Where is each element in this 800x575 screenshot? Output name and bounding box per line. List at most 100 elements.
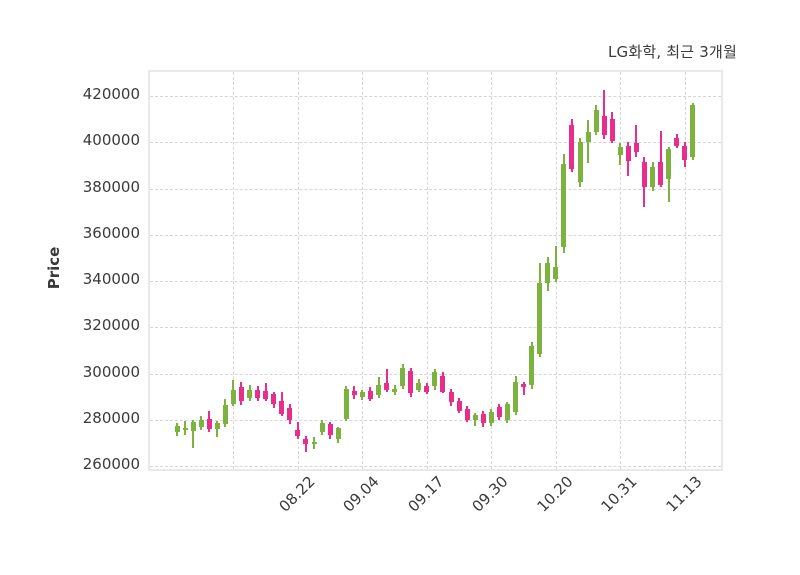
- candle-body: [384, 382, 390, 390]
- candle-body: [327, 424, 333, 435]
- gridline-vertical: [233, 72, 235, 469]
- x-tick-label: 10.20: [533, 472, 577, 516]
- candle-body: [650, 166, 656, 188]
- y-tick-label: 340000: [82, 270, 140, 288]
- candle-body: [633, 143, 639, 152]
- candle-body: [609, 119, 615, 142]
- candle-body: [182, 427, 188, 431]
- gridline-vertical: [362, 72, 364, 469]
- candle-body: [367, 390, 373, 399]
- candle-body: [674, 137, 680, 146]
- x-tick-label: 10.31: [597, 472, 641, 516]
- candle-body: [222, 404, 228, 425]
- candle-body: [238, 387, 244, 402]
- candle-body: [351, 390, 357, 396]
- candle-body: [295, 430, 301, 436]
- candle-body: [263, 390, 269, 399]
- candle-body: [577, 142, 583, 182]
- y-tick-label: 420000: [82, 85, 140, 103]
- candle-body: [641, 161, 647, 188]
- gridline-horizontal: [150, 327, 721, 329]
- gridline-horizontal: [150, 96, 721, 97]
- gridline-horizontal: [150, 142, 721, 144]
- gridline-vertical: [684, 72, 686, 469]
- candle-body: [400, 367, 406, 387]
- candle-wick: [304, 435, 307, 453]
- candle-body: [658, 161, 664, 186]
- candle-body: [569, 124, 575, 169]
- candle-body: [376, 385, 381, 396]
- candle-body: [456, 401, 462, 411]
- candle-body: [335, 427, 341, 440]
- candle-body: [561, 164, 567, 248]
- candle-body: [392, 388, 398, 392]
- x-tick-label: 11.13: [662, 472, 706, 516]
- candle-body: [214, 423, 220, 429]
- candle-body: [496, 407, 502, 418]
- candle-body: [198, 419, 204, 427]
- candle-body: [480, 413, 486, 424]
- gridline-horizontal: [150, 234, 721, 236]
- candle-body: [448, 392, 454, 403]
- gridline-horizontal: [150, 188, 721, 190]
- candle-body: [206, 418, 212, 429]
- candle-body: [255, 389, 261, 398]
- candle-body: [601, 115, 607, 136]
- candle-body: [625, 145, 631, 161]
- gridline-horizontal: [150, 466, 721, 467]
- candle-body: [440, 375, 446, 392]
- candle-body: [545, 262, 551, 284]
- candle-body: [690, 105, 696, 158]
- candle-body: [617, 146, 623, 155]
- candle-wick: [385, 368, 388, 392]
- candle-body: [529, 345, 535, 386]
- candle-body: [585, 131, 591, 143]
- candle-body: [504, 403, 510, 420]
- gridline-vertical: [491, 72, 493, 469]
- candle-wick: [522, 381, 525, 396]
- candle-body: [279, 401, 285, 414]
- candle-body: [472, 415, 478, 420]
- candle-body: [521, 383, 527, 388]
- candle-wick: [216, 420, 219, 438]
- candle-body: [408, 371, 414, 394]
- gridline-horizontal: [150, 419, 721, 421]
- candle-body: [247, 389, 253, 398]
- candle-body: [343, 388, 349, 419]
- candle-body: [513, 381, 519, 412]
- candle-body: [666, 149, 672, 180]
- candle-wick: [659, 130, 662, 188]
- candle-wick: [554, 246, 557, 283]
- candle-body: [230, 389, 236, 404]
- candle-wick: [192, 419, 195, 448]
- x-tick-label: 08.22: [275, 472, 319, 516]
- x-tick-label: 09.17: [404, 472, 448, 516]
- candle-body: [464, 409, 470, 420]
- y-tick-label: 260000: [82, 455, 140, 473]
- y-tick-label: 280000: [82, 408, 140, 427]
- x-tick-label: 09.04: [339, 472, 383, 516]
- candle-body: [319, 423, 325, 433]
- gridline-vertical: [620, 72, 622, 469]
- candle-body: [432, 372, 438, 387]
- y-tick-label: 320000: [82, 316, 140, 335]
- plot-area: [148, 70, 723, 471]
- candle-body: [190, 422, 196, 432]
- candle-wick: [603, 90, 606, 139]
- y-tick-label: 380000: [82, 177, 140, 196]
- candle-body: [424, 386, 430, 392]
- candle-body: [359, 392, 365, 397]
- candle-body: [311, 441, 317, 445]
- candle-body: [303, 439, 309, 445]
- gridline-horizontal: [150, 281, 721, 282]
- candle-body: [174, 425, 180, 433]
- candle-body: [488, 411, 494, 424]
- chart-title: LG화학, 최근 3개월: [607, 43, 737, 61]
- candle-body: [271, 394, 277, 404]
- x-tick-label: 09.30: [468, 472, 512, 516]
- candle-body: [553, 267, 559, 279]
- candle-wick: [635, 124, 638, 158]
- candle-body: [416, 382, 422, 390]
- gridline-vertical: [426, 72, 428, 469]
